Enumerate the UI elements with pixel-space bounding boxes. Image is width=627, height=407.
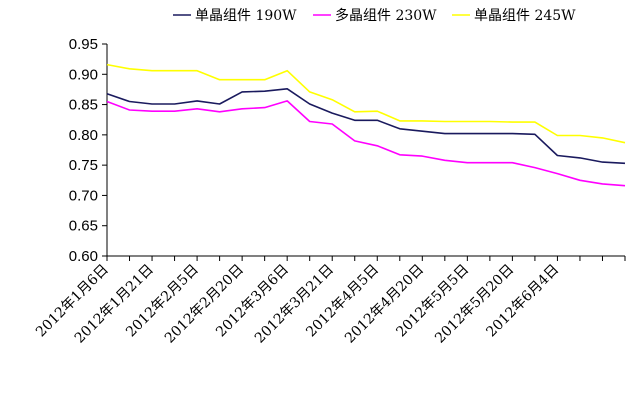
- y-tick-label: 0.95: [69, 36, 98, 53]
- x-tick-label: 2012年5月20日: [432, 262, 517, 347]
- y-tick-label: 0.90: [69, 66, 98, 83]
- legend: 单晶组件 190W 多晶组件 230W 单晶组件 245W: [173, 7, 576, 24]
- y-tick-label: 0.60: [69, 248, 98, 265]
- y-tick-label: 0.80: [69, 127, 98, 144]
- legend-label-mono-190w: 单晶组件 190W: [195, 8, 297, 24]
- x-tick-label: 2012年1月21日: [72, 262, 157, 347]
- legend-label-mono-245w: 单晶组件 245W: [474, 8, 576, 24]
- y-tick-label: 0.75: [69, 157, 98, 174]
- y-tick-label: 0.70: [69, 187, 98, 204]
- x-axis: 2012年1月6日2012年1月21日2012年2月5日2012年2月20日20…: [33, 255, 626, 347]
- legend-label-poly-230w: 多晶组件 230W: [335, 7, 437, 24]
- series-line-mono-190w: [106, 88, 626, 165]
- x-tick-label: 2012年2月20日: [162, 262, 247, 347]
- y-tick-label: 0.65: [69, 218, 98, 235]
- y-tick-label: 0.85: [69, 97, 98, 114]
- series-line-mono-245w: [106, 63, 626, 144]
- series-lines: [106, 63, 626, 187]
- x-tick-label: 2012年3月21日: [252, 262, 337, 347]
- series-line-poly-230w: [106, 100, 626, 187]
- y-axis: 0.60 0.65 0.70 0.75 0.80 0.85 0.90 0.95: [69, 36, 108, 265]
- x-tick-label: 2012年4月20日: [342, 262, 427, 347]
